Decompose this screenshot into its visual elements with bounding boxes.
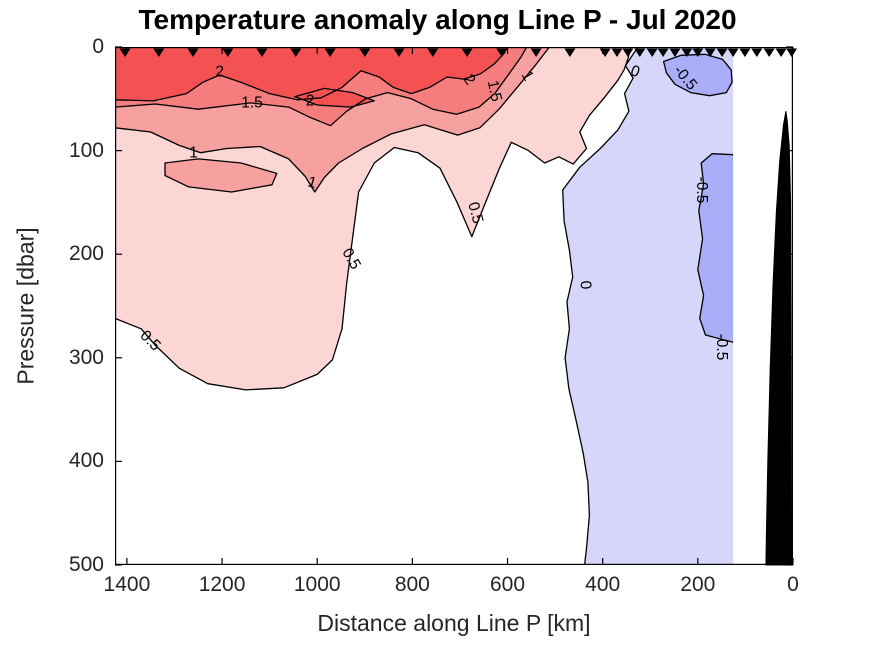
station-marker [564,48,576,57]
contour-band-ge2-lens [294,88,375,108]
y-tick-label: 100 [68,138,104,162]
x-tick-label: 400 [585,573,621,596]
station-marker [359,48,371,57]
station-marker [716,48,728,57]
station-marker [222,48,234,57]
station-marker [634,48,646,57]
contour-line--0.5 [662,53,733,97]
chart-title: Temperature anomaly along Line P - Jul 2… [138,4,737,35]
contour-line--0.5 [697,153,734,343]
contour-band-le-0.5-upper [663,54,733,96]
station-marker [530,48,542,57]
contour-line-0 [562,46,639,566]
station-marker [775,48,787,57]
station-marker [153,48,165,57]
x-axis-label: Distance along Line P [km] [317,610,591,636]
station-marker [739,48,751,57]
x-tick-label: 600 [489,573,526,596]
x-tick-label: 800 [394,573,430,596]
y-axis-label: Pressure [dbar] [12,227,39,385]
contour-line-2 [294,87,375,108]
bathymetry-wedge [765,111,793,566]
y-tick-label: 0 [92,35,104,58]
contour-line-1.5 [114,46,528,127]
station-marker [119,48,131,57]
station-marker [669,48,681,57]
y-tick-label: 400 [68,449,104,473]
station-marker [786,48,798,57]
contour-line-2 [114,46,509,102]
contour-line-1 [164,158,278,193]
x-tick-label: 1000 [293,573,341,596]
station-marker [657,48,669,57]
station-marker [256,48,268,57]
plot-area: 2 1.5 2 1 1 2 1.5 1 0 -0.5 0.5 0.5 0.5 0 -0.5 -0.5 [114,46,798,566]
station-marker [187,48,199,57]
station-marker [290,48,302,57]
contour-line-1 [114,46,550,193]
contour-line-0.5 [114,46,631,391]
x-tick-label: 0 [787,573,799,596]
station-marker [611,48,623,57]
station-marker [622,48,634,57]
station-marker [646,48,658,57]
y-tick-label: 500 [68,553,104,576]
contour-band-ge2 [115,47,508,101]
station-marker [393,48,405,57]
x-tick-label: 200 [680,573,716,596]
station-marker [324,48,336,57]
station-marker [763,48,775,57]
station-marker [704,48,716,57]
station-marker [427,48,439,57]
station-marker [727,48,739,57]
contour-band-le-0.5-right [697,153,734,343]
station-marker [461,48,473,57]
station-marker [681,48,693,57]
contour-band-le0 [562,47,734,565]
station-marker [496,48,508,57]
contour-svg [114,46,798,566]
x-tick-label: 1400 [103,573,151,596]
x-tick-label: 1200 [198,573,246,596]
y-tick-label: 300 [68,345,104,369]
y-tick-label: 200 [68,242,104,266]
station-marker [751,48,763,57]
axis-box [115,47,793,565]
contour-band-ge1-lens [165,158,277,192]
